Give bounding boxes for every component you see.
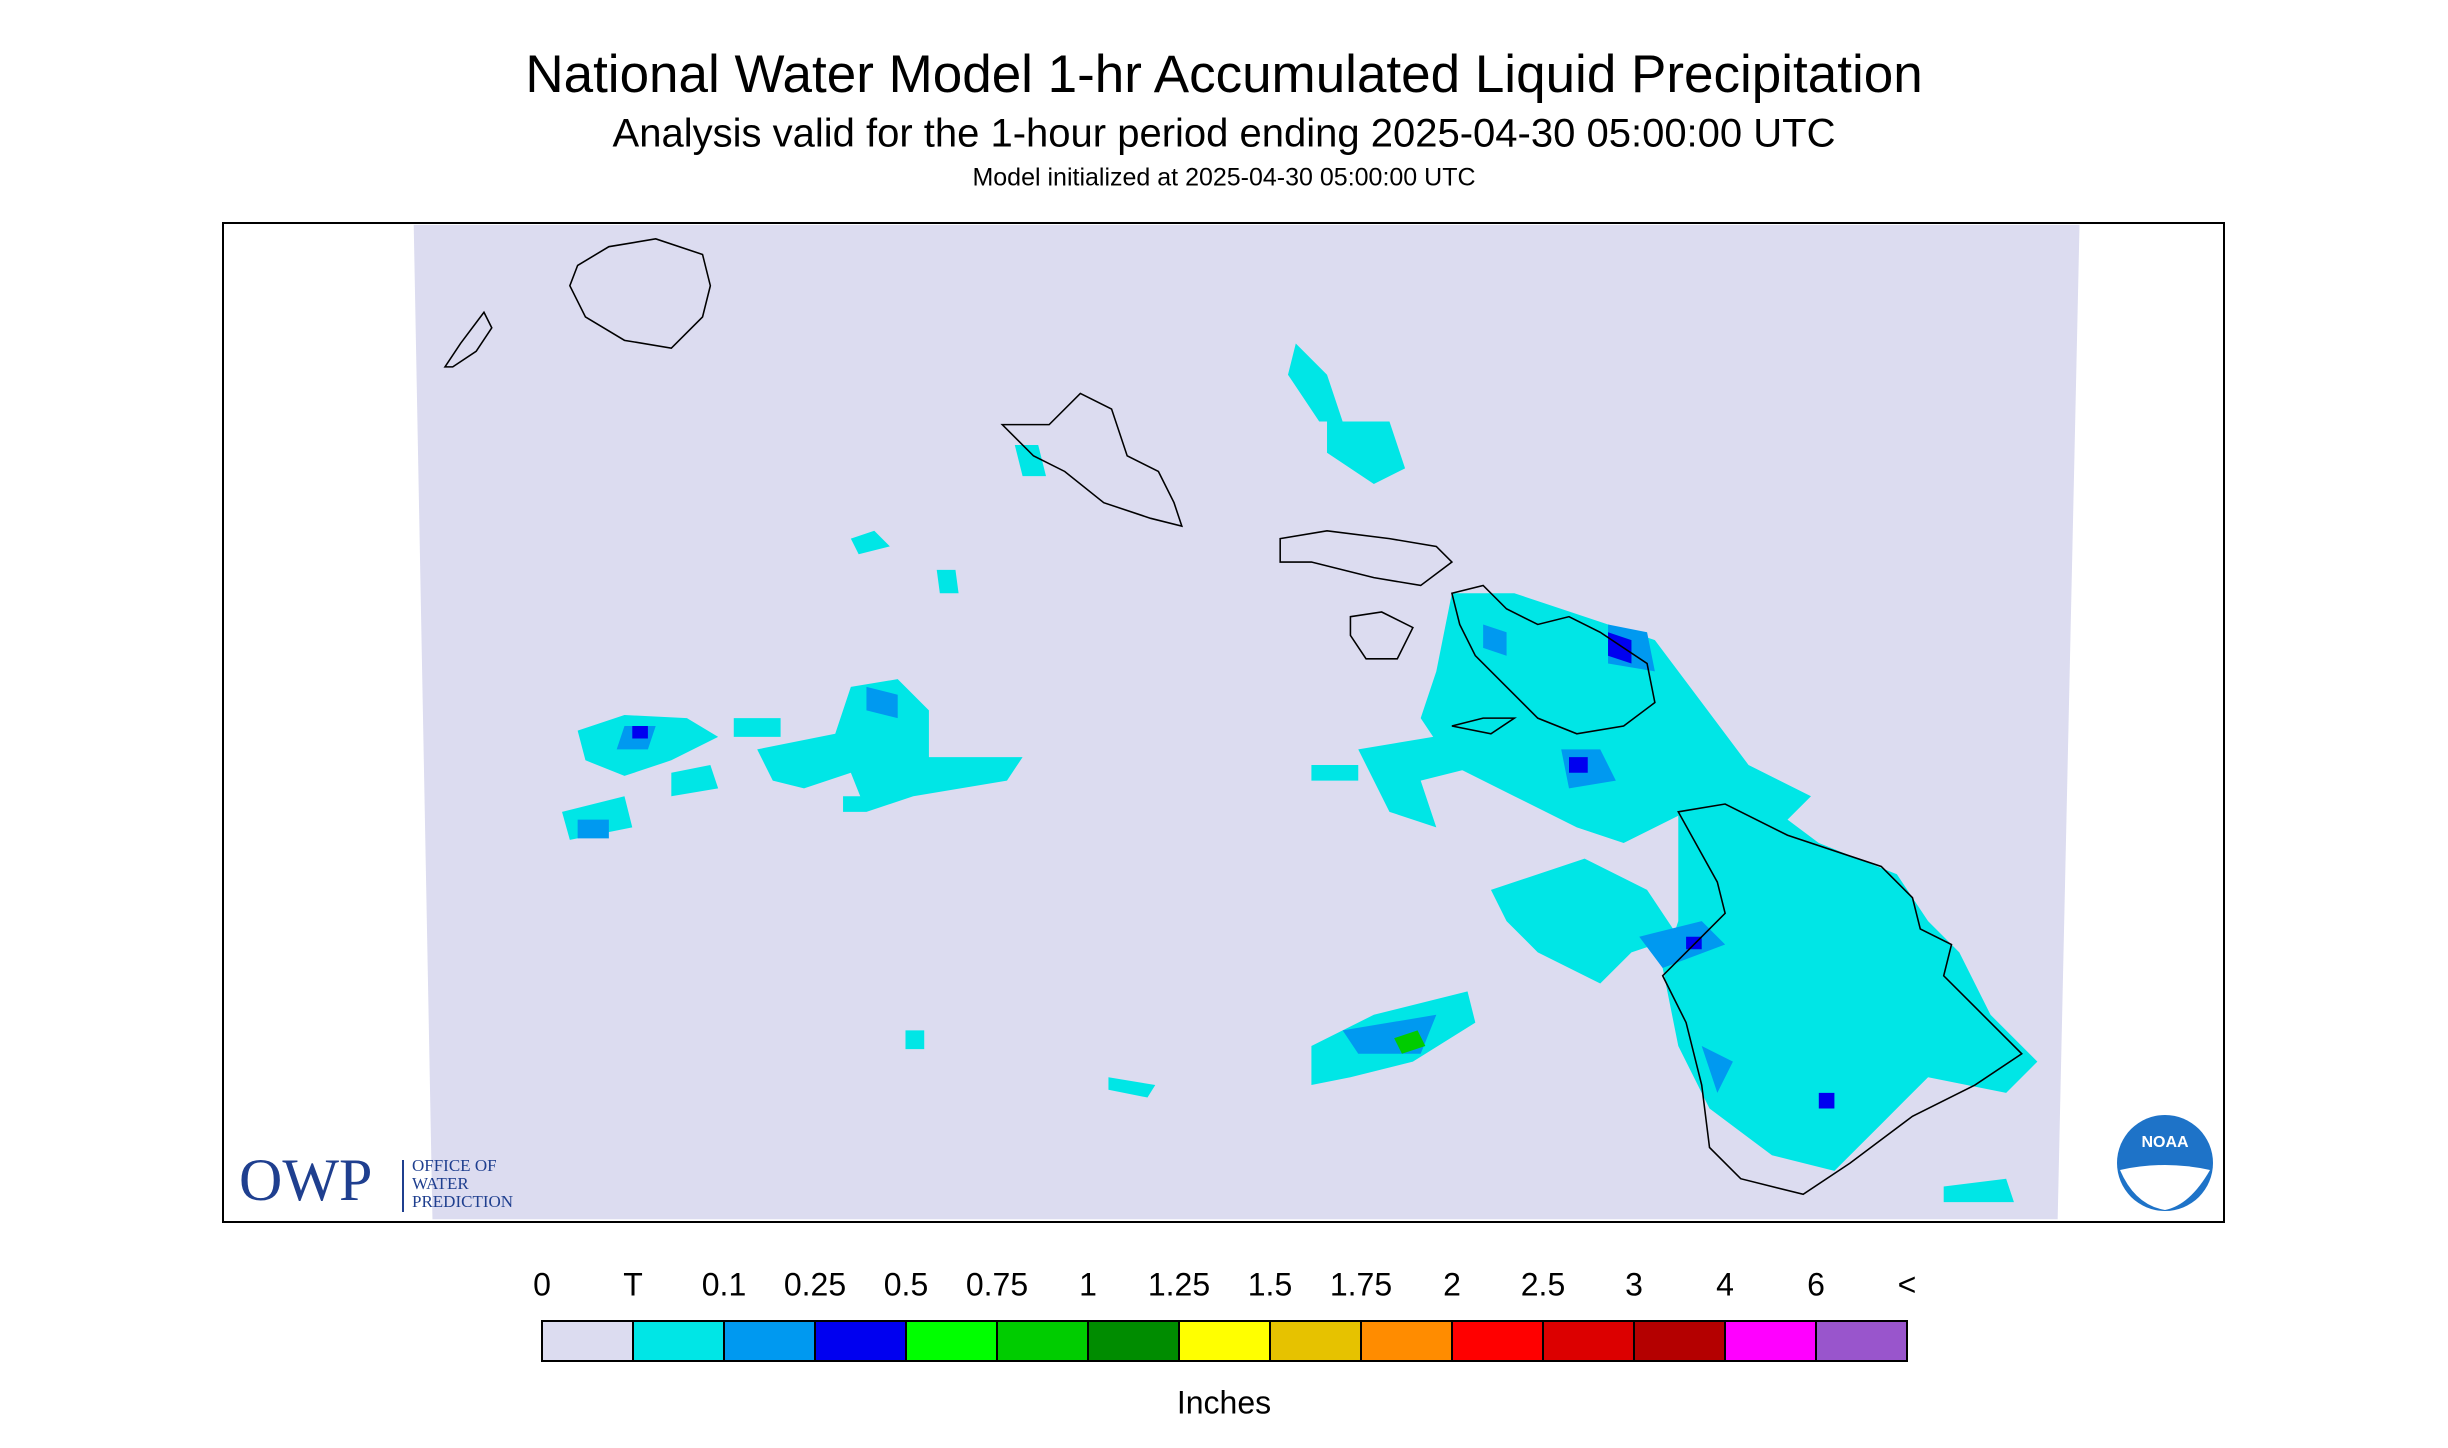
- owp-name: WATER: [412, 1174, 469, 1193]
- legend-label: 0.5: [884, 1266, 928, 1302]
- legend-label: T: [623, 1266, 643, 1302]
- legend-label: 6: [1807, 1266, 1825, 1302]
- legend-swatch: [632, 1320, 725, 1362]
- owp-name: OFFICE OF: [412, 1156, 497, 1175]
- legend-label: 2: [1443, 1266, 1461, 1302]
- legend-swatch: [1087, 1320, 1180, 1362]
- legend-label: 2.5: [1521, 1266, 1565, 1302]
- legend-label: <: [1898, 1266, 1917, 1302]
- legend-swatch: [905, 1320, 998, 1362]
- legend-label: 1.75: [1330, 1266, 1392, 1302]
- legend-label: 0: [533, 1266, 551, 1302]
- noaa-bird: [2120, 1165, 2210, 1210]
- owp-name: PREDICTION: [412, 1192, 513, 1211]
- map-content: [413, 224, 2080, 1220]
- legend-label: 1.25: [1148, 1266, 1210, 1302]
- legend-swatch: [1542, 1320, 1635, 1362]
- legend-swatch: [1724, 1320, 1817, 1362]
- precip-areas: [562, 343, 2038, 1203]
- owp-logo: OWP OFFICE OF WATER PREDICTION: [239, 1147, 513, 1213]
- legend-label: 0.1: [702, 1266, 746, 1302]
- subtitle: Analysis valid for the 1-hour period end…: [613, 112, 1836, 156]
- legend-units: Inches: [1177, 1384, 1271, 1420]
- legend-swatch: [996, 1320, 1089, 1362]
- owp-letters: OWP: [239, 1147, 372, 1213]
- data-domain: [413, 224, 2080, 1220]
- coastlines: [443, 238, 2023, 1196]
- legend-swatch: [723, 1320, 816, 1362]
- legend-swatch: [1451, 1320, 1544, 1362]
- legend: 0 T 0.1 0.25 0.5 0.75 1 1.25 1.5 1.75 2 2.5 3 4 6 <: [533, 1266, 1917, 1362]
- legend-label: 3: [1625, 1266, 1643, 1302]
- noaa-logo: NOAA: [2117, 1115, 2213, 1211]
- legend-swatch: [1269, 1320, 1362, 1362]
- legend-swatch: [1633, 1320, 1726, 1362]
- legend-label: 0.25: [784, 1266, 846, 1302]
- legend-swatch: [541, 1320, 634, 1362]
- precip-area-green: [1394, 1030, 1426, 1054]
- noaa-text: NOAA: [2141, 1134, 2189, 1151]
- legend-swatch: [1178, 1320, 1271, 1362]
- legend-label: 0.75: [966, 1266, 1028, 1302]
- legend-swatch: [1360, 1320, 1453, 1362]
- title: National Water Model 1-hr Accumulated Li…: [525, 45, 1922, 104]
- legend-label: 4: [1716, 1266, 1734, 1302]
- legend-swatch: [814, 1320, 907, 1362]
- legend-label: 1: [1079, 1266, 1097, 1302]
- init-time: Model initialized at 2025-04-30 05:00:00…: [972, 164, 1475, 192]
- legend-swatch: [1815, 1320, 1908, 1362]
- legend-label: 1.5: [1248, 1266, 1292, 1302]
